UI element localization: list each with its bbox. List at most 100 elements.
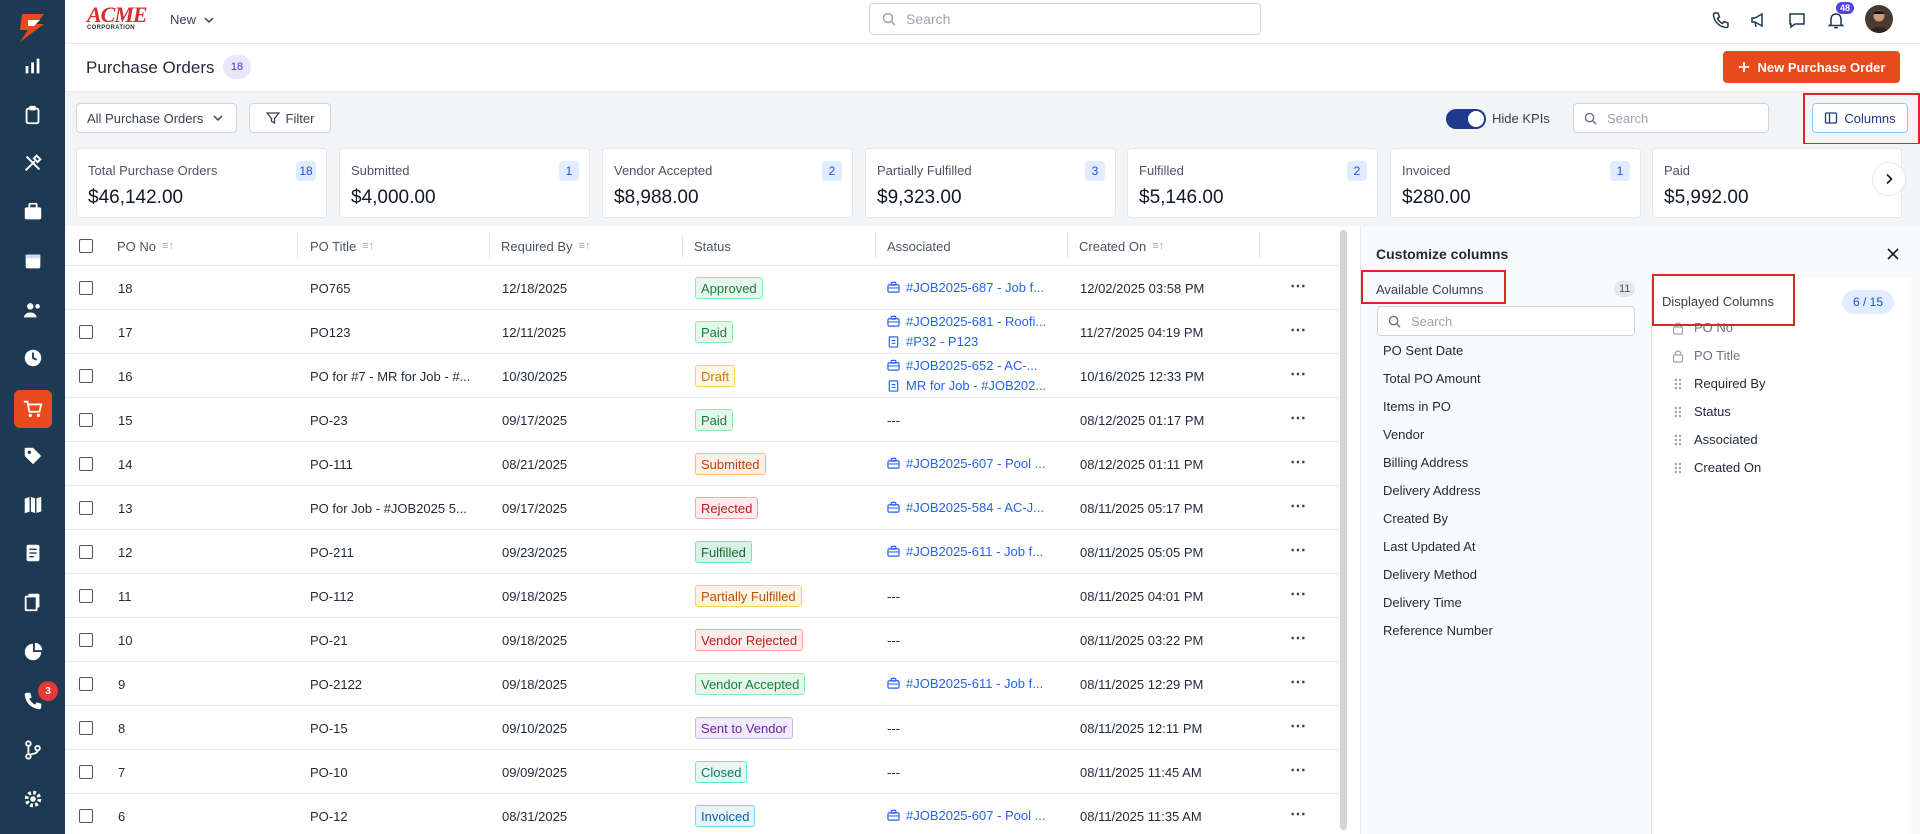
kpi-card[interactable]: Invoiced $280.00 1 [1390,148,1641,218]
associated-link[interactable]: #JOB2025-611 - Job f... [887,544,1043,559]
po-title-cell[interactable]: PO765 [310,281,351,296]
row-actions-icon[interactable]: ⋯ [1290,454,1307,471]
sidebar-item-invoice[interactable] [0,531,65,575]
sidebar-item-clock[interactable] [0,336,65,380]
row-actions-icon[interactable]: ⋯ [1290,410,1307,427]
table-row[interactable]: 17 PO123 12/11/2025 Paid #JOB2025-681 - Roof… [65,310,1347,354]
kpi-card[interactable]: Fulfilled $5,146.00 2 [1127,148,1378,218]
table-row[interactable]: 14 PO-111 08/21/2025 Submitted #JOB2025-607 … [65,442,1347,486]
associated-link[interactable]: #P32 - P123 [887,334,978,349]
row-checkbox[interactable] [79,809,93,823]
row-checkbox[interactable] [79,369,93,383]
row-actions-icon[interactable]: ⋯ [1290,806,1307,823]
row-checkbox[interactable] [79,545,93,559]
available-column-item[interactable]: Created By [1383,511,1449,526]
sidebar-item-call-log[interactable]: 3 [0,679,65,723]
column-header-po-no[interactable]: PO No ≡↑ [117,226,174,266]
associated-link[interactable]: #JOB2025-687 - Job f... [887,280,1044,295]
available-column-item[interactable]: Delivery Address [1383,483,1481,498]
row-actions-icon[interactable]: ⋯ [1290,278,1307,295]
columns-button[interactable]: Columns [1812,103,1908,133]
chat-icon[interactable] [1785,8,1809,32]
row-actions-icon[interactable]: ⋯ [1290,498,1307,515]
column-header-associated[interactable]: Associated [887,226,951,266]
po-title-cell[interactable]: PO-21 [310,633,348,648]
sidebar-item-calendar[interactable] [0,239,65,283]
displayed-column-item[interactable]: Status [1672,404,1731,419]
associated-link[interactable]: #JOB2025-681 - Roofi... [887,314,1046,329]
row-checkbox[interactable] [79,501,93,515]
sidebar-item-users[interactable] [0,288,65,332]
filter-button[interactable]: Filter [249,103,331,133]
row-checkbox[interactable] [79,677,93,691]
row-checkbox[interactable] [79,765,93,779]
kpi-card[interactable]: Vendor Accepted $8,988.00 2 [602,148,853,218]
available-column-item[interactable]: Last Updated At [1383,539,1476,554]
table-row[interactable]: 7 PO-10 09/09/2025 Closed --- 08/11/2025 11:4… [65,750,1347,794]
kpi-card[interactable]: Partially Fulfilled $9,323.00 3 [865,148,1116,218]
drag-handle-icon[interactable] [1672,405,1684,419]
column-header-status[interactable]: Status [694,226,731,266]
associated-link[interactable]: #JOB2025-607 - Pool ... [887,808,1045,823]
row-actions-icon[interactable]: ⋯ [1290,630,1307,647]
sidebar-item-settings[interactable] [0,777,65,821]
table-row[interactable]: 10 PO-21 09/18/2025 Vendor Rejected --- 08/11… [65,618,1347,662]
displayed-column-item[interactable]: Associated [1672,432,1758,447]
sidebar-item-workflow[interactable] [0,728,65,772]
associated-link[interactable]: MR for Job - #JOB202... [887,378,1046,393]
po-title-cell[interactable]: PO-112 [310,589,354,604]
po-title-cell[interactable]: PO-111 [310,457,353,472]
table-row[interactable]: 16 PO for #7 - MR for Job - #... 10/30/202… [65,354,1347,398]
row-actions-icon[interactable]: ⋯ [1290,762,1307,779]
table-row[interactable]: 8 PO-15 09/10/2025 Sent to Vendor --- 08/11/2… [65,706,1347,750]
row-checkbox[interactable] [79,281,93,295]
drag-handle-icon[interactable] [1672,461,1684,475]
sidebar-item-pie-chart[interactable] [0,630,65,674]
row-actions-icon[interactable]: ⋯ [1290,674,1307,691]
available-column-item[interactable]: PO Sent Date [1383,343,1464,358]
table-row[interactable]: 11 PO-112 09/18/2025 Partially Fulfilled ---… [65,574,1347,618]
table-scrollbar[interactable] [1340,230,1347,830]
column-header-po-title[interactable]: PO Title ≡↑ [310,226,374,266]
available-column-item[interactable]: Vendor [1383,427,1425,442]
associated-link[interactable]: #JOB2025-584 - AC-J... [887,500,1044,515]
hide-kpis-toggle[interactable] [1446,109,1486,129]
po-title-cell[interactable]: PO-211 [310,545,354,560]
table-row[interactable]: 13 PO for Job - #JOB2025 5... 09/17/2025 Re… [65,486,1347,530]
available-column-item[interactable]: Billing Address [1383,455,1469,470]
table-row[interactable]: 18 PO765 12/18/2025 Approved #JOB2025-687 - … [65,266,1347,310]
sidebar-item-tools[interactable] [0,141,65,185]
row-checkbox[interactable] [79,325,93,339]
row-actions-icon[interactable]: ⋯ [1290,542,1307,559]
sidebar-item-map[interactable] [0,483,65,527]
drag-handle-icon[interactable] [1672,377,1684,391]
po-title-cell[interactable]: PO-10 [310,765,348,780]
column-header-required-by[interactable]: Required By ≡↑ [501,226,590,266]
sidebar-item-clipboard[interactable] [0,93,65,137]
associated-link[interactable]: #JOB2025-652 - AC-... [887,358,1038,373]
associated-link[interactable]: #JOB2025-607 - Pool ... [887,456,1045,471]
po-title-cell[interactable]: PO-12 [310,809,348,824]
row-actions-icon[interactable]: ⋯ [1290,322,1307,339]
row-actions-icon[interactable]: ⋯ [1290,366,1307,383]
row-actions-icon[interactable]: ⋯ [1290,586,1307,603]
sidebar-item-dashboard[interactable] [0,44,65,88]
drag-handle-icon[interactable] [1672,433,1684,447]
company-logo[interactable]: ACME CORPORATION [87,4,151,33]
global-search-input[interactable]: Search [869,3,1261,35]
bell-icon[interactable]: 48 [1824,2,1855,32]
kpi-card[interactable]: Paid $5,992.00 [1652,148,1902,218]
available-column-item[interactable]: Total PO Amount [1383,371,1481,386]
sidebar-item-cart[interactable] [0,387,65,431]
row-checkbox[interactable] [79,721,93,735]
close-icon[interactable] [1883,244,1903,264]
available-column-item[interactable]: Delivery Method [1383,567,1477,582]
kpi-card[interactable]: Submitted $4,000.00 1 [339,148,590,218]
app-logo-icon[interactable] [14,10,50,46]
phone-icon[interactable] [1709,8,1733,32]
sidebar-item-tag[interactable] [0,434,65,478]
new-menu-button[interactable]: New [170,12,214,27]
new-purchase-order-button[interactable]: New Purchase Order [1723,51,1900,83]
row-actions-icon[interactable]: ⋯ [1290,718,1307,735]
row-checkbox[interactable] [79,589,93,603]
